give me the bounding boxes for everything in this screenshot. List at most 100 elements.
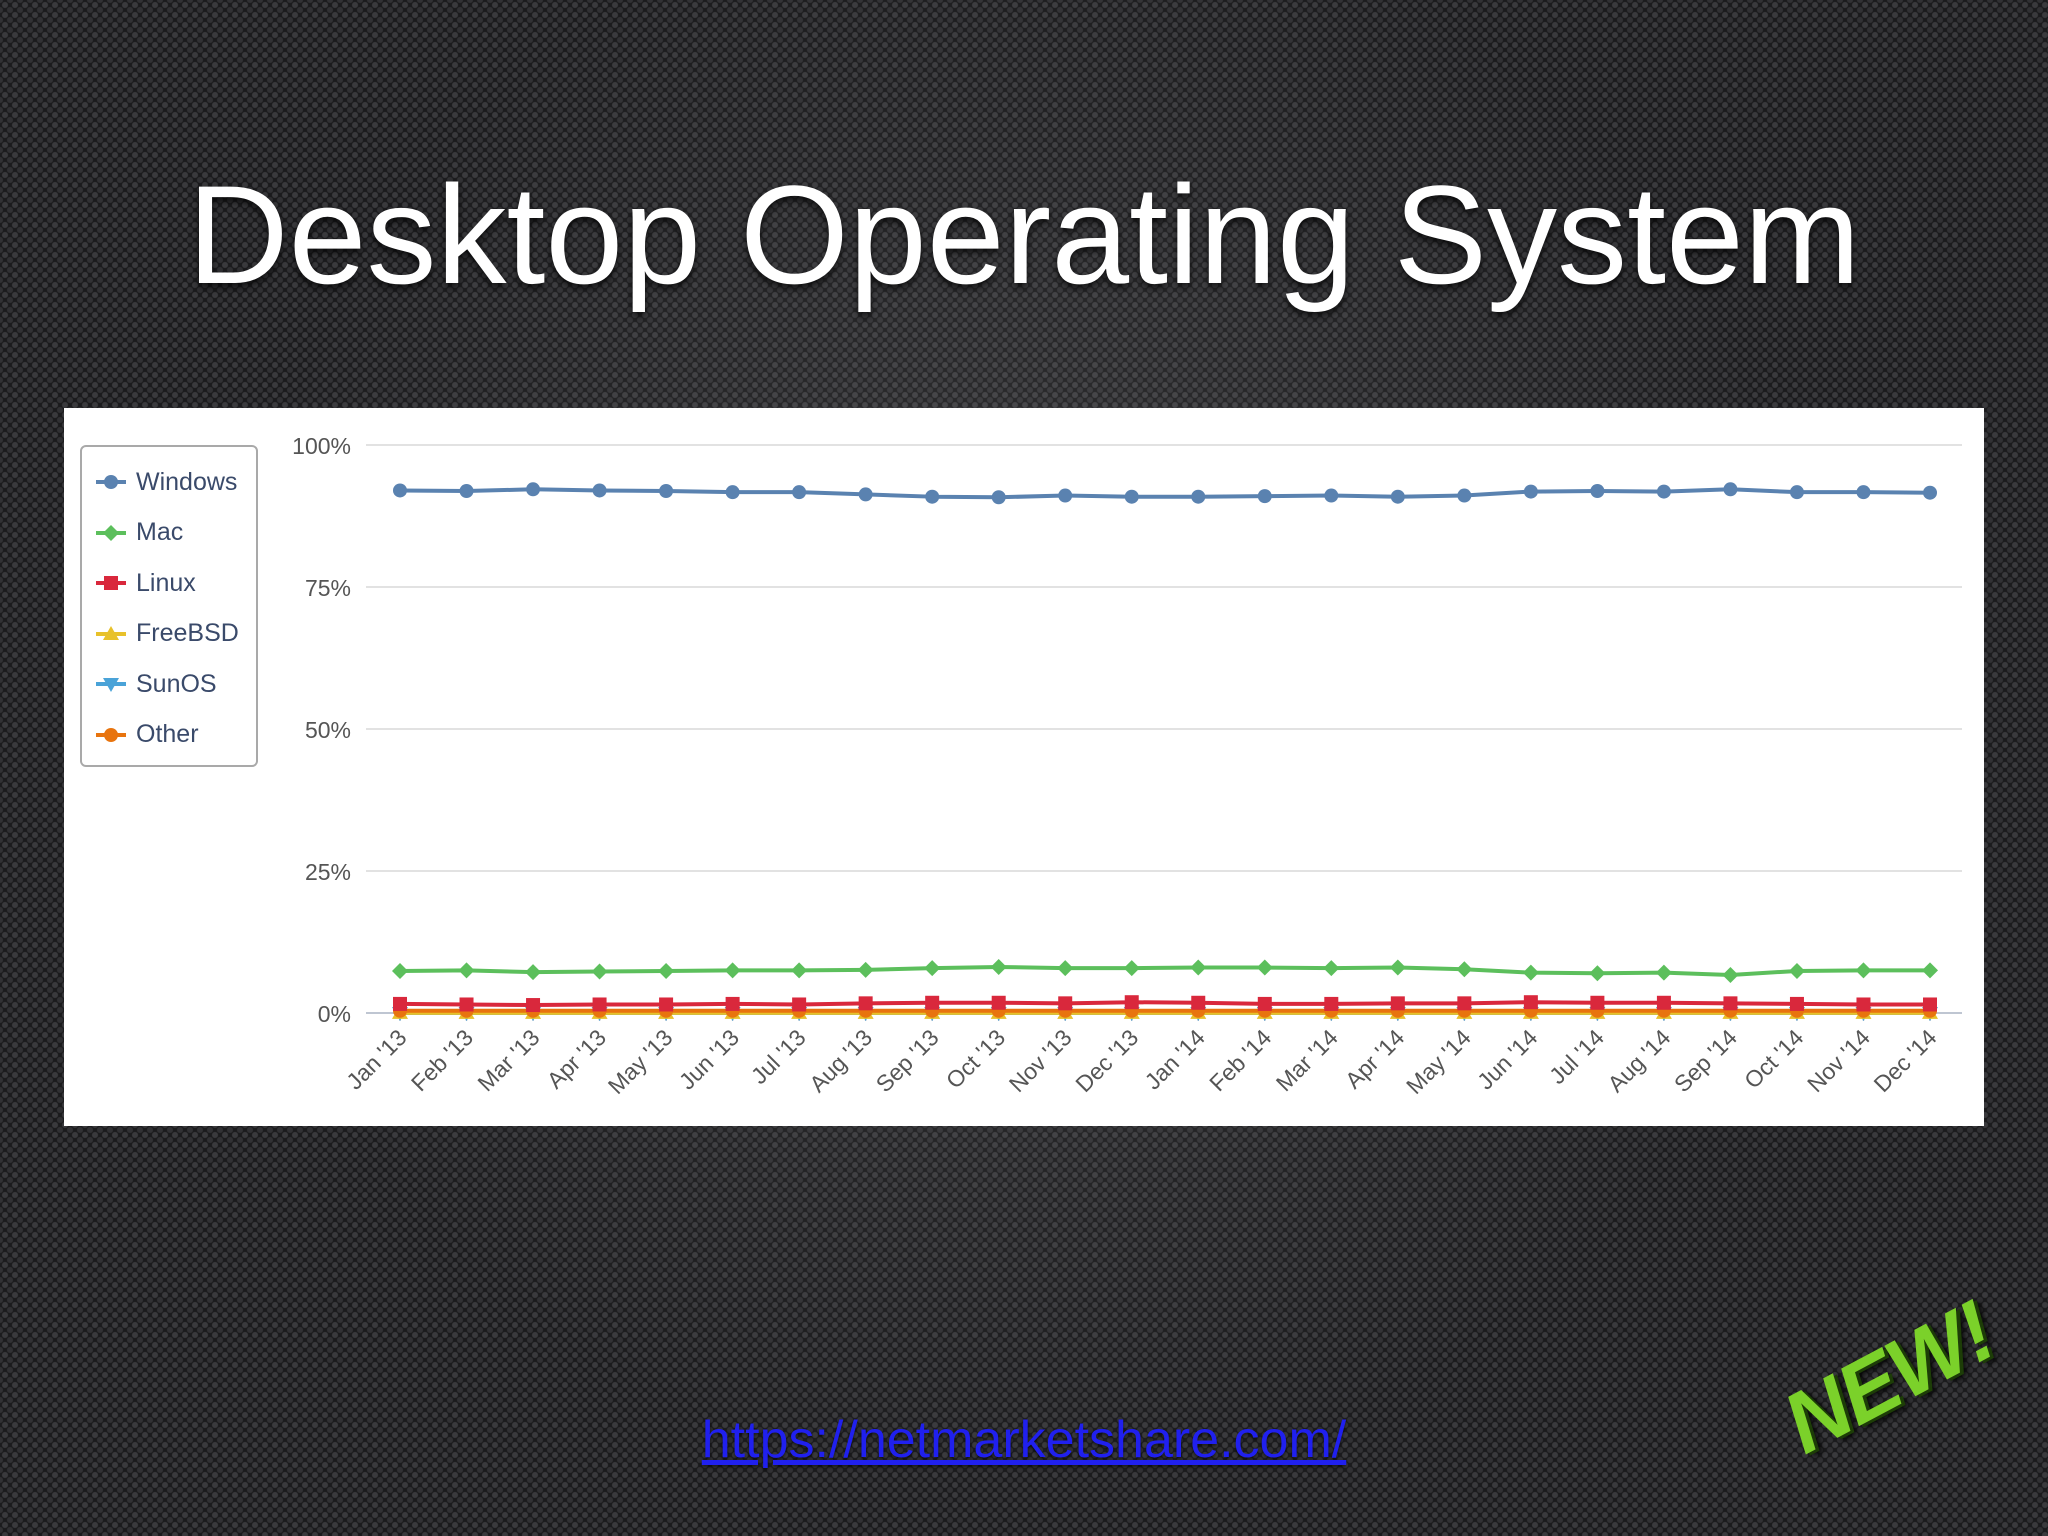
data-point-mac — [924, 960, 941, 977]
x-tick-label: Jan '13 — [341, 1024, 411, 1094]
data-point-mac — [1256, 959, 1273, 976]
data-point-windows — [592, 483, 607, 498]
data-point-linux — [659, 997, 674, 1012]
x-tick-label: Nov '14 — [1802, 1024, 1875, 1097]
data-point-mac — [1456, 961, 1473, 978]
x-tick-label: Jul '13 — [746, 1024, 811, 1089]
data-point-linux — [1789, 996, 1804, 1011]
x-tick-label: May '13 — [603, 1024, 678, 1099]
data-point-windows — [659, 484, 674, 499]
legend-label: SunOS — [136, 669, 217, 698]
x-tick-label: Dec '13 — [1070, 1024, 1143, 1097]
data-point-windows — [991, 490, 1006, 505]
x-tick-label: Aug '13 — [804, 1024, 877, 1097]
data-point-mac — [1589, 965, 1606, 982]
data-point-mac — [1323, 960, 1340, 977]
legend-item-linux[interactable]: Linux — [96, 568, 196, 598]
x-tick-label: Jun '14 — [1472, 1024, 1542, 1094]
y-tick-label: 100% — [292, 433, 351, 459]
data-point-windows — [526, 482, 541, 497]
data-point-windows — [1257, 489, 1272, 504]
data-point-mac — [591, 963, 608, 980]
data-point-windows — [1656, 484, 1671, 499]
data-point-windows — [1590, 484, 1605, 499]
data-point-windows — [1523, 484, 1538, 499]
data-point-windows — [459, 484, 474, 499]
data-point-mac — [990, 958, 1007, 975]
data-point-linux — [1457, 996, 1472, 1011]
data-point-mac — [1655, 964, 1672, 981]
x-tick-label: Nov '13 — [1004, 1024, 1077, 1097]
series-line-linux — [398, 1000, 1932, 1008]
data-point-linux — [1257, 996, 1272, 1011]
data-point-mac — [724, 962, 741, 979]
legend-item-windows[interactable]: Windows — [96, 467, 237, 497]
data-point-mac — [658, 962, 675, 979]
data-point-linux — [393, 996, 407, 1011]
data-point-windows — [1457, 488, 1472, 503]
legend-item-sunos[interactable]: SunOS — [96, 669, 217, 699]
legend-label: Mac — [136, 518, 184, 546]
data-point-mac — [1788, 962, 1805, 979]
series-line-mac — [398, 964, 1932, 977]
data-point-linux — [1923, 997, 1937, 1012]
legend-marker-icon — [96, 625, 126, 640]
data-point-linux — [925, 995, 940, 1010]
data-point-linux — [1523, 995, 1538, 1010]
data-point-linux — [1723, 996, 1738, 1011]
legend-item-mac[interactable]: Mac — [96, 518, 183, 548]
x-tick-label: Jun '13 — [674, 1024, 744, 1094]
data-point-linux — [1191, 995, 1206, 1010]
x-tick-label: Dec '14 — [1869, 1024, 1942, 1097]
data-point-linux — [1124, 995, 1139, 1010]
data-point-windows — [1723, 482, 1738, 497]
series-line-windows — [398, 487, 1932, 500]
legend-item-freebsd[interactable]: FreeBSD — [96, 619, 239, 649]
chart-legend: Windows Mac Linux FreeBSD SunOS Other — [80, 445, 258, 767]
legend-marker-icon — [96, 475, 126, 489]
data-point-windows — [393, 483, 407, 498]
x-tick-label: Mar '14 — [1271, 1024, 1343, 1096]
data-point-mac — [525, 964, 542, 981]
data-point-linux — [991, 995, 1006, 1010]
data-point-mac — [791, 962, 808, 979]
data-point-windows — [1390, 489, 1405, 504]
data-point-mac — [1123, 960, 1140, 977]
data-point-windows — [1324, 488, 1339, 503]
legend-label: FreeBSD — [136, 619, 239, 647]
legend-label: Windows — [136, 467, 238, 496]
data-point-windows — [1058, 488, 1073, 503]
y-tick-label: 0% — [318, 1001, 351, 1027]
data-point-linux — [459, 997, 474, 1012]
data-point-mac — [1722, 966, 1739, 983]
data-point-windows — [725, 485, 740, 500]
data-point-linux — [1324, 996, 1339, 1011]
data-point-linux — [592, 997, 607, 1012]
legend-item-other[interactable]: Other — [96, 720, 199, 750]
x-tick-label: Mar '13 — [472, 1024, 544, 1096]
data-point-linux — [526, 998, 541, 1013]
x-tick-label: Apr '13 — [542, 1024, 611, 1093]
chart-panel: 0% 25% 50% 75% 100% Jan '13 Feb '13 Mar '13 Apr … — [64, 408, 1984, 1126]
data-point-mac — [392, 962, 408, 979]
x-tick-label: Oct '14 — [1739, 1024, 1809, 1094]
x-tick-label: Jul '14 — [1544, 1024, 1609, 1089]
x-tick-label: Feb '13 — [406, 1024, 478, 1096]
legend-marker-icon — [96, 678, 126, 692]
data-point-windows — [1124, 489, 1139, 504]
source-link[interactable]: https://netmarketshare.com/ — [701, 1411, 1347, 1469]
x-tick-label: Sep '14 — [1669, 1024, 1742, 1097]
data-point-windows — [1923, 485, 1937, 500]
data-point-mac — [1190, 959, 1207, 976]
legend-marker-icon — [96, 524, 126, 541]
y-tick-label: 75% — [305, 575, 351, 601]
data-point-mac — [1057, 960, 1074, 977]
slide-title: Desktop Operating System — [187, 156, 1861, 313]
data-point-linux — [858, 996, 873, 1011]
legend-marker-icon — [96, 727, 126, 742]
data-point-mac — [1855, 962, 1872, 979]
data-point-linux — [1656, 995, 1671, 1010]
legend-label: Other — [136, 720, 199, 748]
data-point-linux — [1856, 997, 1871, 1012]
